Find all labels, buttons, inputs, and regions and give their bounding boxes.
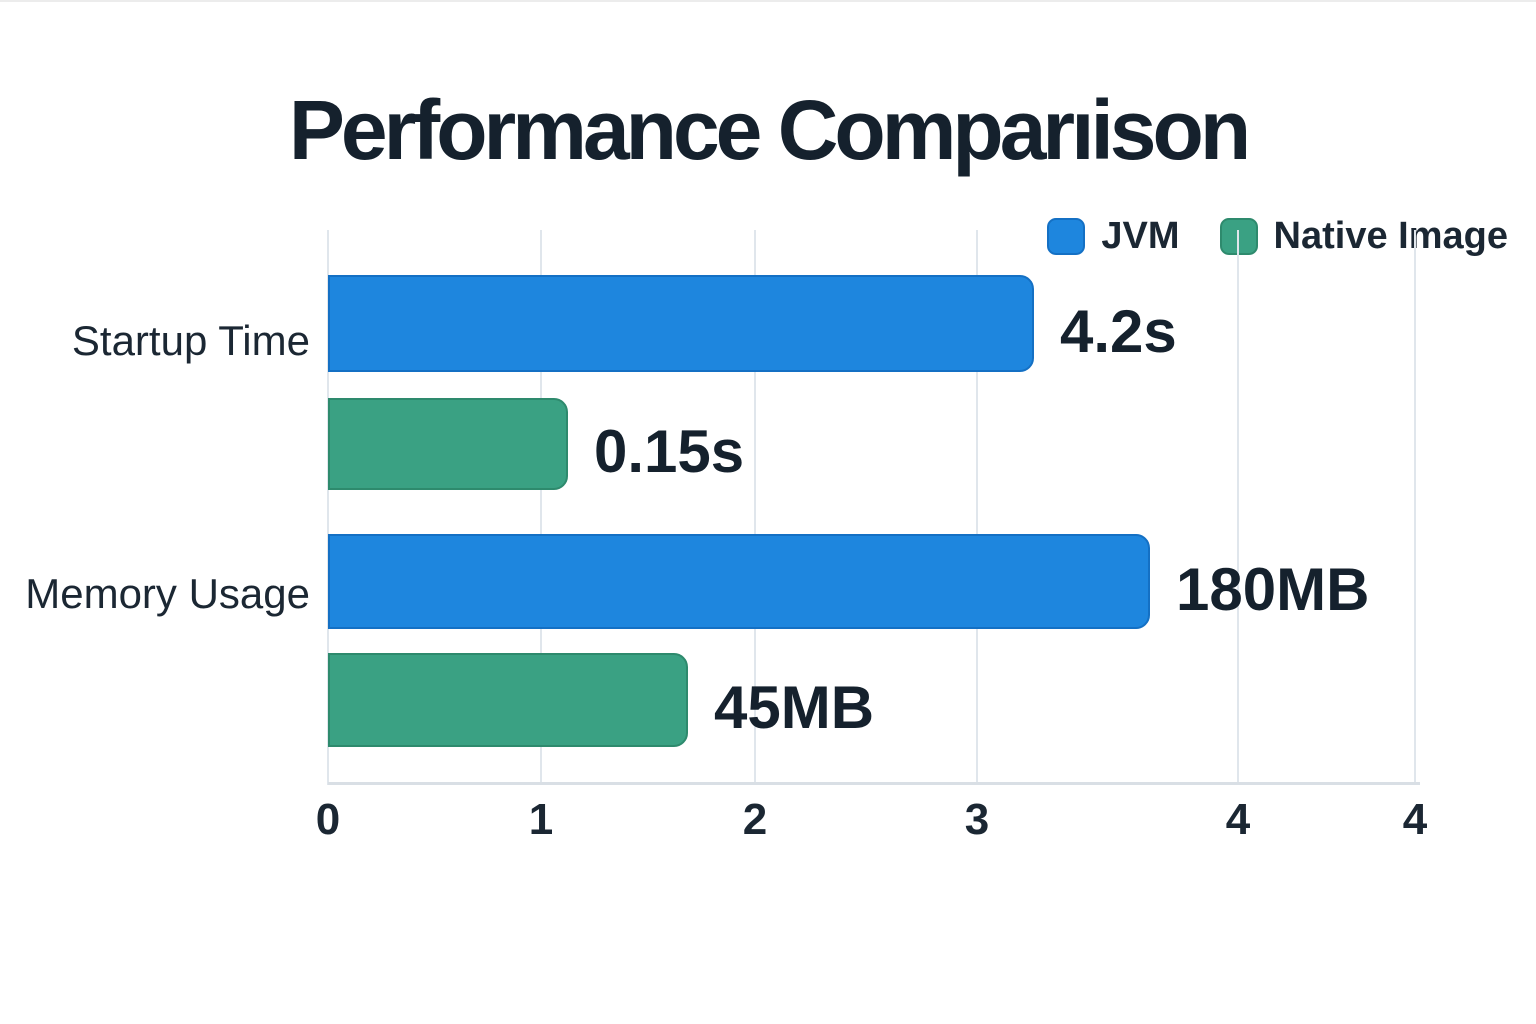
x-tick-label-2: 2 — [742, 795, 768, 844]
legend-swatch-jvm — [1047, 217, 1086, 255]
x-tick-label-3: 3 — [964, 795, 990, 844]
x-tick-label-0: 0 — [315, 795, 341, 844]
gridline-5 — [1414, 230, 1416, 785]
gridline-2 — [754, 230, 756, 785]
top-border-line — [0, 0, 1536, 2]
value-label-native-image-memory-usage: 45MB — [714, 674, 875, 741]
legend-item-jvm[interactable]: JVM — [1047, 215, 1180, 257]
bar-native-image-memory-usage — [328, 653, 688, 747]
value-label-jvm-memory-usage: 180MB — [1176, 556, 1370, 623]
gridline-0 — [327, 230, 329, 785]
bar-native-image-startup-time — [328, 398, 568, 490]
gridline-4 — [1237, 230, 1239, 785]
legend-label-jvm: JVM — [1101, 215, 1180, 257]
legend-label-native-image: Native Image — [1273, 215, 1508, 257]
category-label-startup-time: Startup Time — [71, 317, 310, 364]
x-axis-line — [328, 782, 1420, 785]
gridline-1 — [540, 230, 542, 785]
bar-jvm-startup-time — [328, 275, 1034, 372]
chart-title: Performance Comparıison — [288, 83, 1251, 177]
x-tick-label-4: 4 — [1225, 795, 1251, 844]
gridline-3 — [976, 230, 978, 785]
value-label-jvm-startup-time: 4.2s — [1060, 298, 1177, 365]
category-label-memory-usage: Memory Usage — [25, 570, 310, 617]
x-tick-label-5: 4 — [1402, 795, 1428, 844]
value-label-native-image-startup-time: 0.15s — [594, 418, 745, 485]
x-tick-label-1: 1 — [528, 795, 554, 844]
bar-jvm-memory-usage — [328, 534, 1150, 629]
